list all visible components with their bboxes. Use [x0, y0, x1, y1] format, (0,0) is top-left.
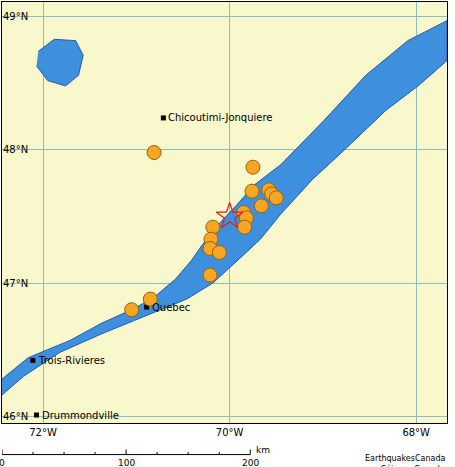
svg-text:100: 100 [118, 458, 135, 467]
svg-text:km: km [256, 445, 270, 455]
svg-text:Trois-Rivieres: Trois-Rivieres [38, 355, 105, 366]
svg-text:70°W: 70°W [216, 427, 244, 438]
svg-text:Quebec: Quebec [152, 302, 190, 313]
svg-text:SéismesCanada: SéismesCanada [381, 464, 445, 467]
svg-text:68°W: 68°W [402, 427, 430, 438]
svg-text:Chicoutimi-Jonquiere: Chicoutimi-Jonquiere [168, 112, 273, 123]
svg-text:47°N: 47°N [3, 278, 28, 289]
svg-text:EarthquakesCanada: EarthquakesCanada [365, 454, 445, 463]
svg-text:49°N: 49°N [3, 11, 28, 22]
svg-text:200: 200 [242, 458, 259, 467]
svg-text:46°N: 46°N [3, 411, 28, 422]
svg-text:Drummondville: Drummondville [42, 410, 119, 421]
svg-text:0: 0 [0, 458, 5, 467]
svg-text:48°N: 48°N [3, 144, 28, 155]
svg-text:72°W: 72°W [29, 427, 57, 438]
